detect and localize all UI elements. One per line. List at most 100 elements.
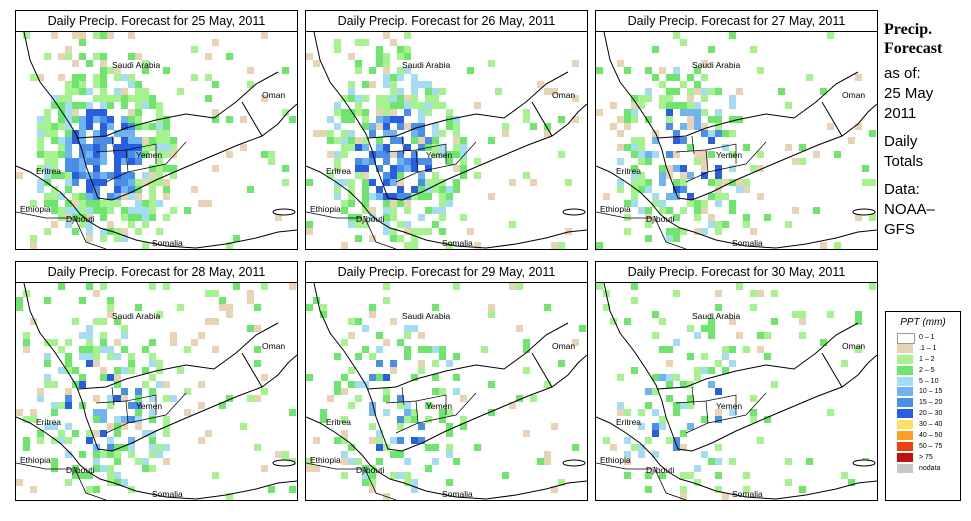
- legend-item: 5 – 10: [886, 376, 960, 387]
- precip-cell: [226, 493, 233, 500]
- precip-cell: [638, 207, 645, 214]
- precip-cell: [72, 465, 79, 472]
- precip-cell: [694, 465, 701, 472]
- precip-cell: [673, 409, 680, 416]
- precip-cell: [624, 200, 631, 207]
- precip-cell: [170, 151, 177, 158]
- precip-cells: [306, 283, 586, 500]
- precip-cell: [51, 207, 58, 214]
- precip-cell: [121, 116, 128, 123]
- precip-cell: [610, 444, 617, 451]
- precip-cell: [355, 235, 362, 242]
- precip-cell: [37, 388, 44, 395]
- precip-cell: [205, 53, 212, 60]
- precip-cell: [729, 207, 736, 214]
- precip-cell: [666, 395, 673, 402]
- precip-cell: [390, 116, 397, 123]
- precip-cell: [247, 186, 254, 193]
- precip-cell: [376, 374, 383, 381]
- precip-cell: [610, 102, 617, 109]
- precip-cell: [51, 123, 58, 130]
- precip-cell: [362, 165, 369, 172]
- precip-cell: [418, 158, 425, 165]
- precip-cell: [425, 346, 432, 353]
- precip-cell: [680, 402, 687, 409]
- precip-cell: [411, 158, 418, 165]
- forecast-panel-2: Daily Precip. Forecast for 26 May, 2011 …: [305, 10, 588, 250]
- precip-cell: [453, 116, 460, 123]
- precip-cell: [799, 318, 806, 325]
- precip-cell: [86, 430, 93, 437]
- precip-cell: [411, 95, 418, 102]
- precip-cell: [114, 339, 121, 346]
- precip-cell: [390, 74, 397, 81]
- precip-cell: [397, 165, 404, 172]
- africa-coastline: [596, 416, 877, 500]
- precip-cell: [404, 193, 411, 200]
- precip-cell: [659, 172, 666, 179]
- precip-cell: [376, 444, 383, 451]
- precip-cell: [645, 151, 652, 158]
- precip-cell: [362, 123, 369, 130]
- caption-title-2: Forecast: [884, 40, 943, 57]
- precip-cell: [680, 172, 687, 179]
- precip-cell: [107, 346, 114, 353]
- precip-cell: [701, 200, 708, 207]
- precip-cell: [149, 437, 156, 444]
- precip-cell: [645, 186, 652, 193]
- precip-cell: [390, 235, 397, 242]
- precip-cell: [659, 472, 666, 479]
- precip-cell: [411, 186, 418, 193]
- precip-cell: [107, 423, 114, 430]
- precip-cell: [72, 200, 79, 207]
- precip-cell: [23, 437, 30, 444]
- precip-cell: [757, 193, 764, 200]
- precip-cell: [72, 116, 79, 123]
- precip-cell: [757, 437, 764, 444]
- precip-cell: [404, 158, 411, 165]
- precip-cell: [114, 374, 121, 381]
- precip-cell: [163, 165, 170, 172]
- precip-cell: [86, 339, 93, 346]
- precip-cell: [16, 297, 23, 304]
- precip-cell: [383, 32, 390, 39]
- precip-cell: [51, 137, 58, 144]
- map-label-yemen: Yemen: [426, 150, 452, 160]
- precip-cell: [617, 60, 624, 67]
- precip-cell: [149, 465, 156, 472]
- precip-cell: [93, 144, 100, 151]
- precip-cell: [362, 346, 369, 353]
- africa-borders: [306, 211, 397, 249]
- precip-cell: [488, 311, 495, 318]
- precip-cell: [254, 360, 261, 367]
- precip-cell: [128, 451, 135, 458]
- precip-cell: [362, 158, 369, 165]
- precip-cell: [205, 200, 212, 207]
- precip-cell: [659, 81, 666, 88]
- precip-cell: [453, 186, 460, 193]
- precip-cell: [58, 437, 65, 444]
- precip-cell: [100, 130, 107, 137]
- precip-cell: [37, 144, 44, 151]
- precip-cell: [523, 367, 530, 374]
- precip-cell: [58, 74, 65, 81]
- precip-cell: [86, 360, 93, 367]
- precip-cell: [404, 165, 411, 172]
- precip-cell: [666, 374, 673, 381]
- precip-cell: [100, 367, 107, 374]
- precip-cell: [135, 200, 142, 207]
- precip-cell: [432, 444, 439, 451]
- precip-cell: [708, 88, 715, 95]
- precip-cell: [142, 221, 149, 228]
- precip-cell: [51, 172, 58, 179]
- precip-cell: [86, 346, 93, 353]
- precip-cell: [631, 444, 638, 451]
- precip-cell: [439, 88, 446, 95]
- precip-cell: [65, 137, 72, 144]
- precip-cell: [65, 388, 72, 395]
- precip-cell: [334, 137, 341, 144]
- precip-cell: [418, 81, 425, 88]
- precip-cell: [79, 207, 86, 214]
- precip-cell: [100, 53, 107, 60]
- precip-cell: [516, 283, 523, 290]
